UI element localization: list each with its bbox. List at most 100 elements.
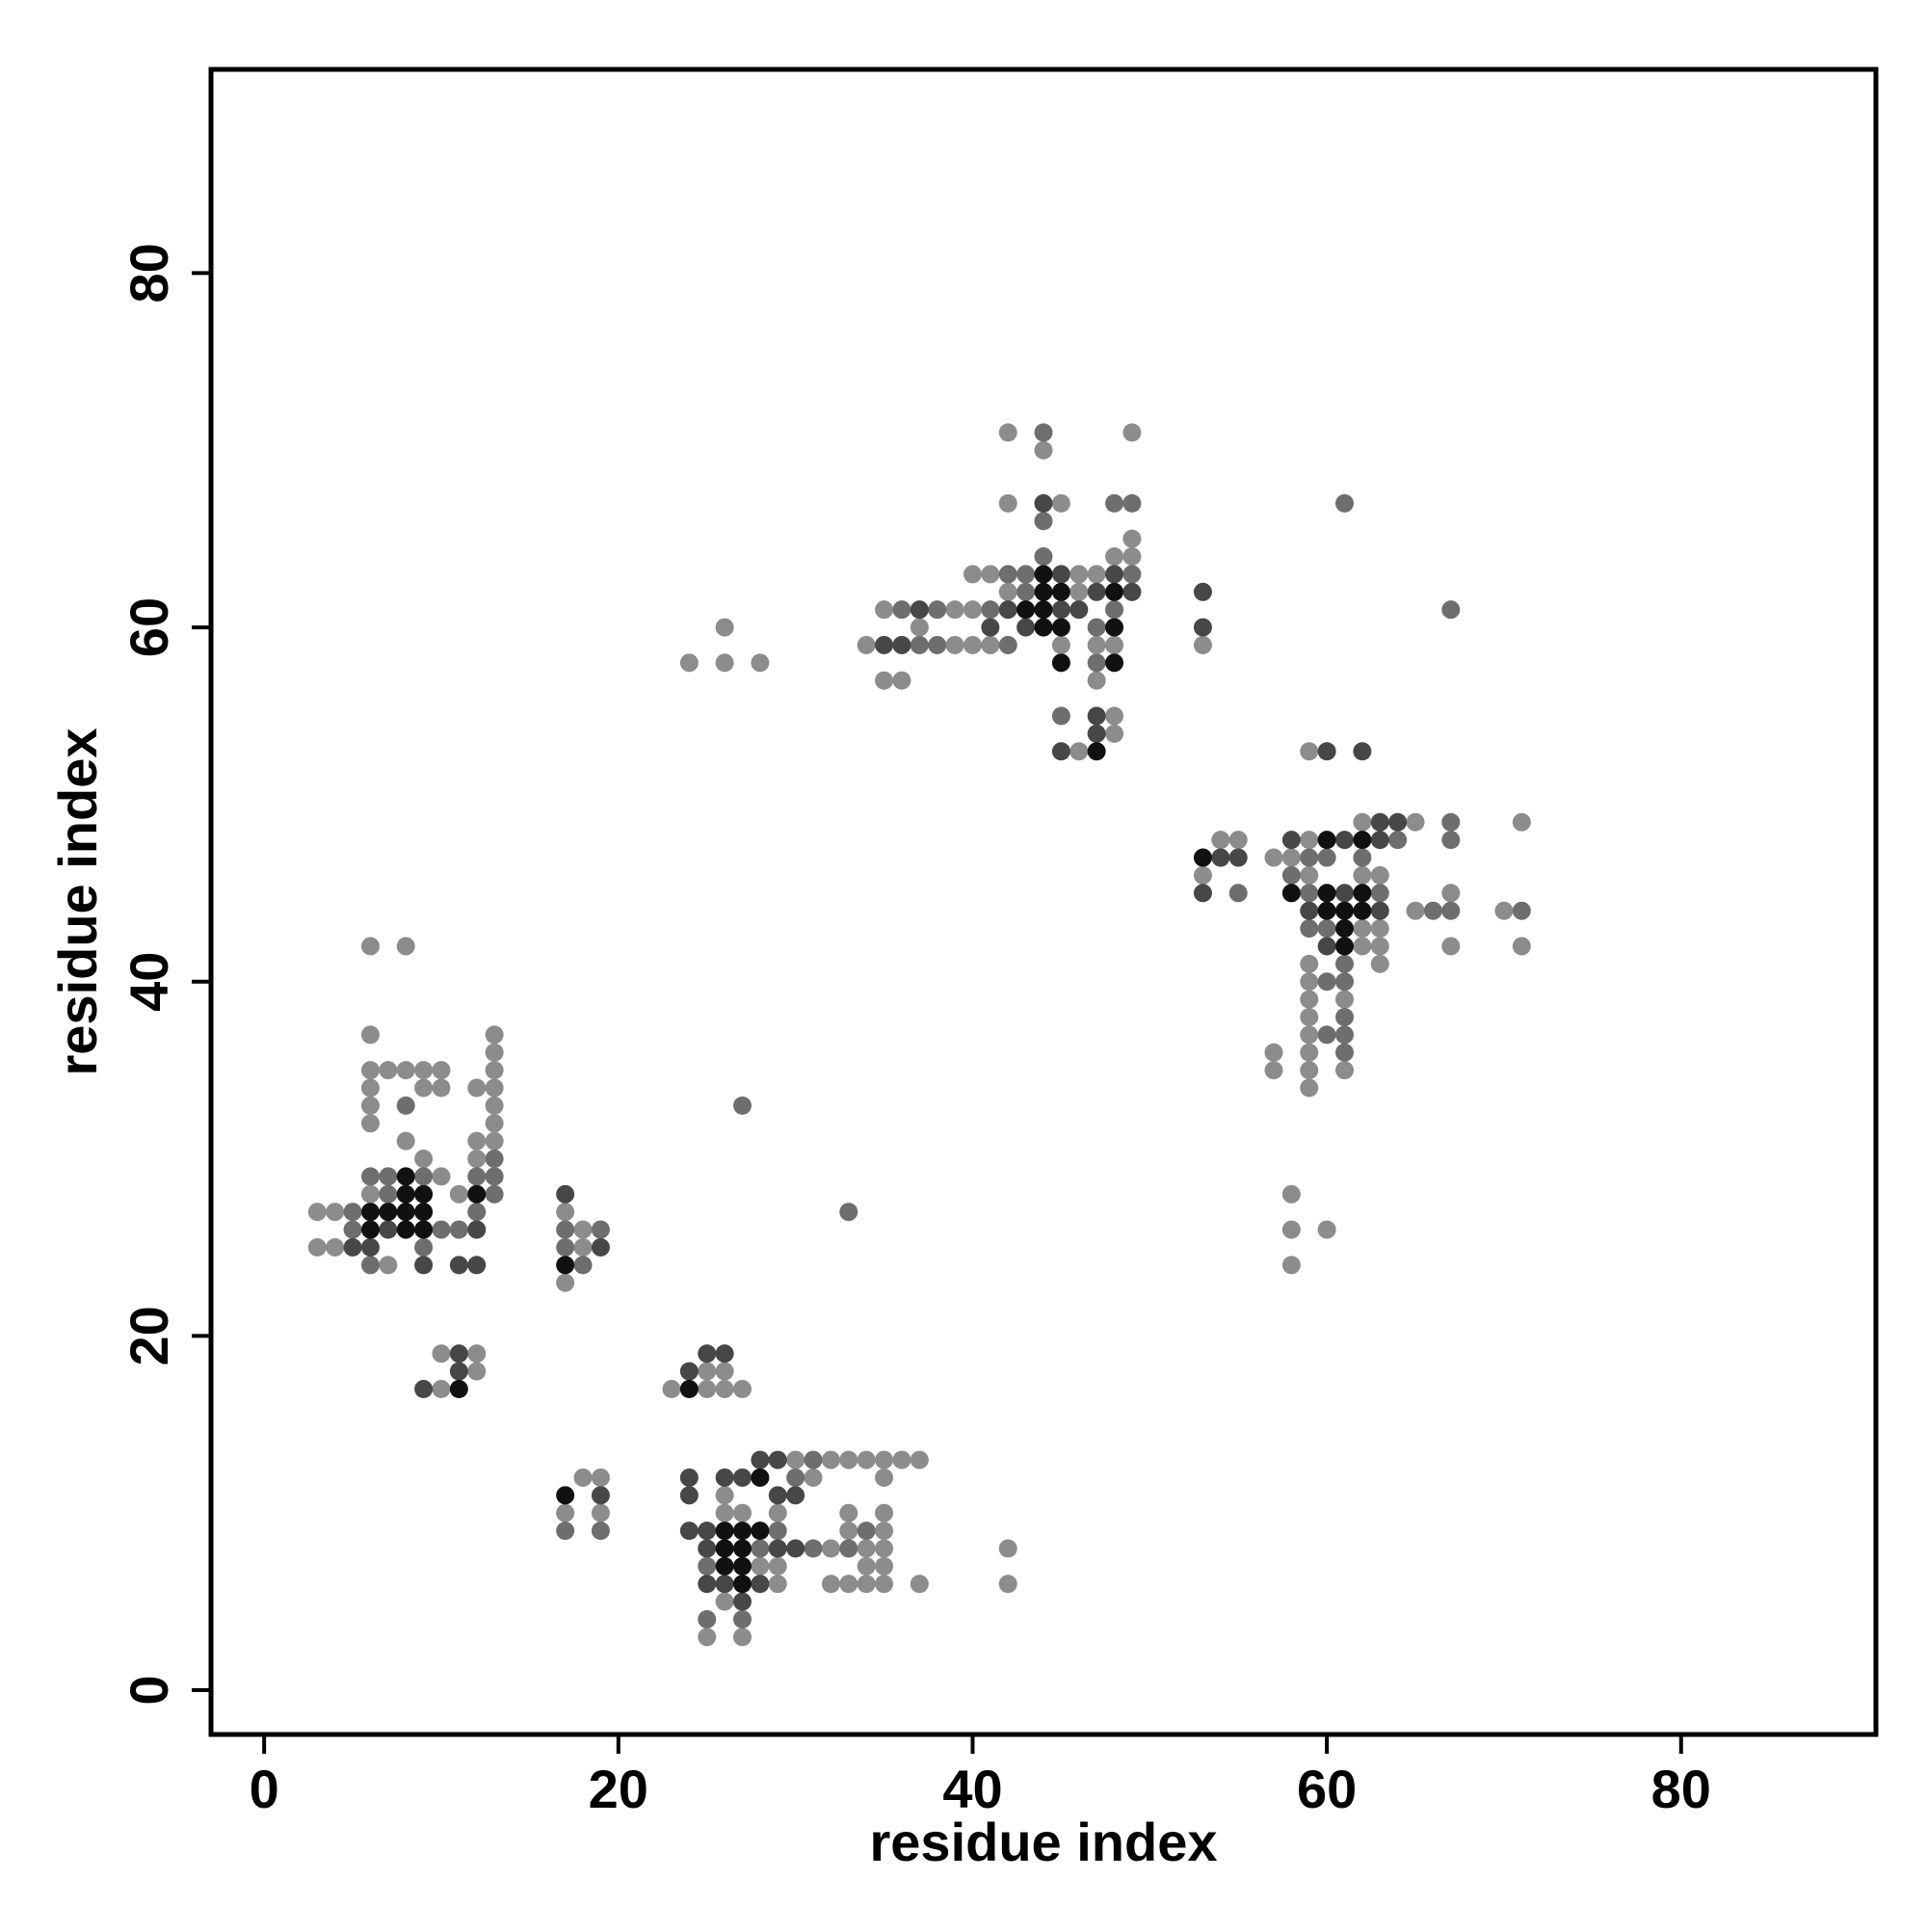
contact-point bbox=[892, 671, 911, 690]
contact-point bbox=[1300, 865, 1319, 885]
contact-point bbox=[715, 1522, 734, 1541]
contact-point bbox=[360, 1096, 380, 1115]
contact-point bbox=[981, 618, 1000, 637]
contact-point bbox=[360, 1025, 380, 1045]
contact-point bbox=[839, 1203, 858, 1222]
contact-point bbox=[1087, 635, 1106, 654]
contact-point bbox=[1370, 865, 1389, 885]
contact-point bbox=[360, 1167, 380, 1186]
contact-point bbox=[432, 1220, 451, 1239]
contact-point bbox=[998, 635, 1017, 654]
contact-point bbox=[449, 1380, 468, 1399]
contact-point bbox=[875, 1522, 894, 1541]
contact-point bbox=[591, 1522, 610, 1541]
contact-point bbox=[1300, 831, 1319, 850]
contact-point bbox=[414, 1078, 434, 1098]
contact-point bbox=[1193, 884, 1212, 903]
contact-point bbox=[1051, 653, 1070, 673]
contact-point bbox=[857, 1539, 876, 1558]
contact-point bbox=[786, 1468, 805, 1487]
contact-point bbox=[1335, 954, 1355, 973]
contact-point bbox=[1353, 812, 1372, 832]
contact-point bbox=[379, 1203, 398, 1222]
contact-point bbox=[1353, 919, 1372, 939]
contact-point bbox=[821, 1450, 840, 1469]
contact-point bbox=[1281, 1184, 1301, 1204]
contact-point bbox=[1335, 972, 1355, 992]
contact-point bbox=[379, 1256, 398, 1275]
contact-point bbox=[1069, 600, 1089, 620]
contact-point bbox=[698, 1362, 717, 1381]
contact-point bbox=[998, 582, 1017, 601]
contact-point bbox=[1441, 812, 1461, 832]
contact-point bbox=[1317, 884, 1336, 903]
contact-point bbox=[715, 1539, 734, 1558]
contact-point bbox=[1512, 937, 1531, 956]
contact-point bbox=[1335, 1061, 1355, 1080]
contact-point bbox=[1335, 901, 1355, 920]
contact-point bbox=[1335, 937, 1355, 956]
contact-point bbox=[715, 1468, 734, 1487]
contact-point bbox=[1069, 565, 1089, 584]
contact-point bbox=[839, 1522, 858, 1541]
contact-point bbox=[1087, 706, 1106, 726]
contact-point bbox=[556, 1503, 575, 1522]
contact-point bbox=[396, 1184, 415, 1204]
contact-point bbox=[1087, 724, 1106, 743]
contact-point bbox=[1335, 493, 1355, 513]
contact-point bbox=[732, 1575, 752, 1594]
contact-point bbox=[1193, 848, 1212, 867]
contact-point bbox=[715, 1344, 734, 1363]
contact-point bbox=[963, 565, 982, 584]
contact-point bbox=[1193, 618, 1212, 637]
contact-point bbox=[360, 937, 380, 956]
contact-point bbox=[910, 1450, 929, 1469]
contact-point bbox=[414, 1220, 434, 1239]
contact-point bbox=[556, 1273, 575, 1292]
contact-point bbox=[556, 1486, 575, 1505]
contact-point bbox=[360, 1114, 380, 1133]
contact-point bbox=[467, 1150, 487, 1169]
contact-point bbox=[1105, 635, 1124, 654]
contact-point bbox=[379, 1167, 398, 1186]
contact-point bbox=[1441, 884, 1461, 903]
contact-point bbox=[1317, 848, 1336, 867]
contact-point bbox=[857, 1575, 876, 1594]
contact-point bbox=[679, 1486, 699, 1505]
contact-point bbox=[379, 1220, 398, 1239]
contact-point bbox=[998, 600, 1017, 620]
contact-point bbox=[1069, 742, 1089, 761]
contact-point bbox=[360, 1220, 380, 1239]
contact-point bbox=[875, 1450, 894, 1469]
contact-point bbox=[662, 1380, 681, 1399]
contact-point bbox=[715, 1503, 734, 1522]
contact-point bbox=[1317, 1025, 1336, 1045]
contact-point bbox=[875, 1556, 894, 1575]
contact-point bbox=[1370, 831, 1389, 850]
contact-point bbox=[360, 1078, 380, 1098]
contact-point bbox=[467, 1362, 487, 1381]
contact-point bbox=[732, 1539, 752, 1558]
contact-point bbox=[467, 1078, 487, 1098]
contact-point bbox=[839, 1450, 858, 1469]
contact-point bbox=[556, 1237, 575, 1257]
contact-point bbox=[1370, 937, 1389, 956]
contact-point bbox=[449, 1220, 468, 1239]
contact-point bbox=[556, 1184, 575, 1204]
contact-point bbox=[751, 1450, 770, 1469]
contact-point bbox=[768, 1522, 787, 1541]
contact-point bbox=[1087, 618, 1106, 637]
contact-point bbox=[1087, 565, 1106, 584]
contact-point bbox=[485, 1078, 504, 1098]
contact-point bbox=[698, 1610, 717, 1629]
contact-point bbox=[732, 1503, 752, 1522]
contact-point bbox=[875, 671, 894, 690]
contact-point bbox=[556, 1522, 575, 1541]
contact-point bbox=[360, 1184, 380, 1204]
contact-point bbox=[679, 1468, 699, 1487]
contact-point bbox=[449, 1256, 468, 1275]
contact-point bbox=[1388, 831, 1408, 850]
contact-point bbox=[1105, 653, 1124, 673]
contact-point bbox=[732, 1628, 752, 1647]
